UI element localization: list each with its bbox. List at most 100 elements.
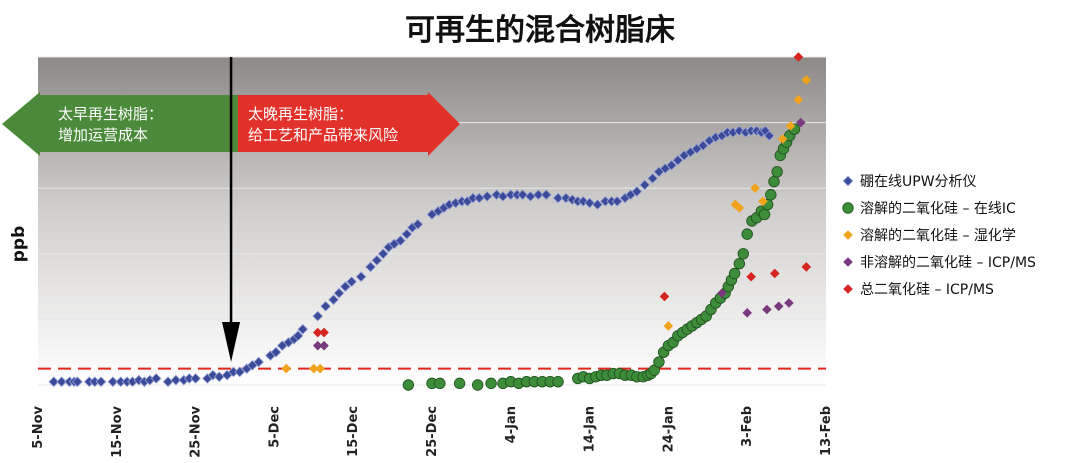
point-s1-29 [653,356,665,368]
point-s1-53 [758,208,771,221]
legend-label-1: 溶解的二氧化硅 – 在线IC [860,201,1016,217]
point-s0-88 [666,159,677,171]
point-s1-2 [434,377,446,390]
point-s0-0 [48,376,60,388]
point-s0-17 [170,374,182,386]
legend-label-4: 总二氧化硅 – ICP/MS [860,282,994,298]
point-s1-3 [453,377,466,390]
point-s0-52 [412,218,424,230]
y-axis-label: ppb [9,226,29,263]
point-s0-71 [552,192,564,204]
early-regen-arrow [2,92,240,156]
point-s2-11 [801,75,812,85]
point-s0-76 [584,197,595,209]
point-s0-89 [672,154,684,166]
legend-marker-0 [842,175,854,187]
point-s4-3 [746,271,756,282]
legend-label-0: 硼在线UPW分析仪 [860,174,977,190]
point-s1-57 [771,166,783,178]
point-s2-2 [315,363,325,374]
late-regen-arrow [238,92,460,156]
point-s0-49 [395,235,406,247]
point-s2-1 [309,363,319,374]
point-s4-6 [793,52,804,62]
point-s0-40 [333,287,345,299]
x-tick-label-1: 15-Nov [110,405,125,457]
point-s1-47 [733,257,746,270]
x-tick-label-9: 3-Feb [740,406,755,447]
point-s0-31 [270,346,282,358]
point-s0-70 [540,189,552,201]
point-s2-4 [730,199,741,210]
legend-marker-3 [843,257,853,267]
point-s1-0 [402,379,415,391]
point-s0-29 [253,356,265,368]
regen-marker-arrow [222,57,241,362]
point-s1-13 [552,376,564,388]
point-s1-56 [768,175,780,188]
regen-marker-head [222,322,241,362]
point-s0-20 [190,373,201,384]
point-s1-4 [472,379,484,391]
x-tick-label-8: 24-Jan [661,406,676,452]
point-s2-5 [734,203,745,213]
point-s0-1 [56,376,68,388]
point-s0-43 [355,271,367,283]
point-s0-44 [365,261,376,273]
point-s0-4 [72,376,83,388]
point-s1-5 [485,377,497,390]
point-s2-6 [750,183,760,193]
point-s1-48 [737,248,749,260]
late-regen-label-line2: 给工艺和产品带来风险 [248,126,398,144]
point-s4-4 [769,268,780,279]
x-tick-label-2: 25-Nov [189,405,204,457]
point-s3-4 [762,304,772,315]
point-s0-73 [566,194,578,206]
point-s0-46 [377,248,389,260]
x-tick-label-6: 4-Jan [504,406,519,443]
point-s0-67 [517,189,528,201]
point-s3-1 [319,340,329,351]
legend-label-2: 溶解的二氧化硅 – 湿化学 [860,228,1016,244]
point-s0-36 [297,323,309,335]
point-s1-49 [741,228,753,240]
x-tick-label-7: 14-Jan [583,406,598,452]
x-tick-label-5: 25-Dec [425,406,440,457]
point-s0-80 [611,195,623,207]
point-s3-5 [773,301,784,312]
point-s4-1 [319,327,329,338]
point-s0-38 [320,300,331,312]
point-s0-85 [647,172,659,184]
point-s0-63 [491,189,502,201]
legend-marker-2 [843,230,853,240]
point-s3-6 [784,298,794,308]
point-s2-9 [785,121,796,131]
legend-marker-4 [843,284,853,294]
data-points [48,52,812,391]
point-s0-8 [107,376,119,388]
chart-title: 可再生的混合树脂床 [405,13,675,48]
early-regen-label-line1: 太早再生树脂： [58,105,163,123]
point-s0-77 [592,199,603,210]
point-s0-93 [697,140,709,151]
point-s2-10 [793,94,804,105]
point-s4-5 [801,262,812,272]
point-s3-0 [312,340,323,351]
legend-label-3: 非溶解的二氧化硅 – ICP/MS [860,255,1036,271]
point-s3-2 [717,288,727,298]
point-s0-39 [328,294,339,306]
point-s3-3 [742,308,752,318]
x-tick-label-3: 5-Dec [267,406,282,448]
point-s2-0 [281,363,292,374]
point-s1-46 [728,267,741,280]
x-tick-label-10: 13-Feb [819,406,834,456]
point-s0-84 [639,179,651,191]
point-s0-62 [481,191,493,202]
x-axis-ticks: 5-Nov 15-Nov 25-Nov 5-Dec 15-Dec 25-Dec 4-Jan 1… [31,405,834,457]
late-regen-label-line1: 太晚再生树脂： [248,105,353,123]
point-s2-7 [758,196,768,207]
point-s0-69 [533,189,544,201]
point-s0-12 [133,374,145,386]
